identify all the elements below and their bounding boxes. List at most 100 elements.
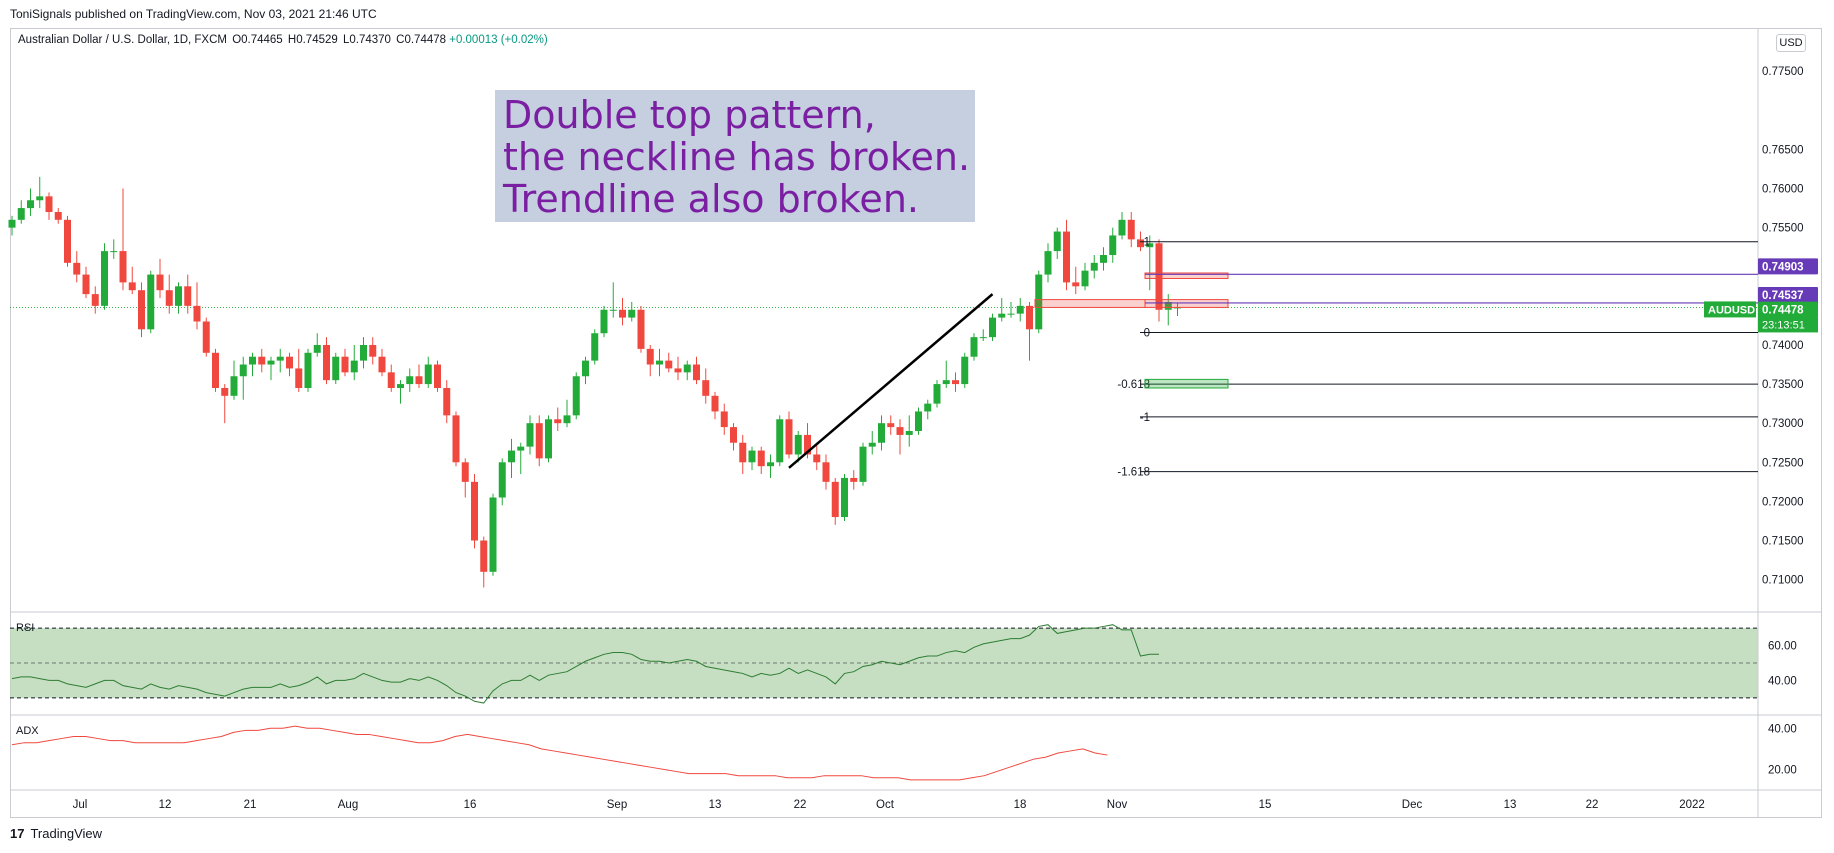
candle-body [831,481,839,518]
candle-body [471,481,478,541]
candle-body [452,415,460,463]
candle-body [572,376,580,416]
candle-body [360,344,367,361]
candle-body [794,434,802,455]
time-tick-label: 12 [159,799,172,811]
candle-body [942,380,950,385]
candle-body [295,368,303,388]
candle-body [1044,251,1052,275]
candle-body [989,317,996,338]
candle-body [887,423,895,428]
candle-body [387,372,395,388]
fib-level-label: 1 [1144,237,1150,249]
candle-body [415,376,423,385]
candle-body [369,344,377,357]
candle-body [868,442,876,447]
tradingview-logo-icon: 17 [10,826,25,841]
candle-body [27,200,34,209]
candle-body [1100,255,1107,263]
candle-body [850,477,858,482]
candle-body [545,419,552,459]
candle-body [665,360,673,369]
price-tick-label: 0.72000 [1762,496,1804,508]
candle-body [286,356,293,369]
price-tick-label: 0.73500 [1762,379,1804,391]
candle-body [64,219,71,263]
candle-body [785,419,793,455]
candle-body [739,442,747,463]
candle-body [193,305,201,322]
annotation-line-3: Trendline also broken. [503,177,919,221]
candle-body [221,387,229,396]
time-tick-label: 16 [464,799,477,811]
footer: 17 TradingView [10,826,102,841]
candle-body [656,360,663,365]
legend-high: H0.74529 [287,34,338,46]
adx-tick-label: 40.00 [1768,723,1797,735]
candle-body [110,251,118,253]
legend-change: +0.00013 (+0.02%) [449,34,548,46]
candle-body [1035,274,1043,330]
time-tick-label: 13 [1504,799,1517,811]
candle-body [683,364,691,373]
annotation-box[interactable]: Double top pattern, the neckline has bro… [495,90,975,222]
price-label-bg [1758,258,1818,275]
time-tick-label: Dec [1402,799,1423,811]
candle-body [961,356,969,385]
candle-body [239,364,247,377]
candle-body [535,423,543,459]
candle-body [896,427,904,435]
candle-body [341,356,349,373]
candle-body [1164,301,1172,310]
candle-body [184,286,192,306]
candle-body [267,360,275,365]
time-tick-label: 18 [1014,799,1027,811]
legend-symbol: Australian Dollar / U.S. Dollar, 1D, FXC… [18,34,227,46]
symbol-tag-bg [1704,301,1756,318]
candle-body [748,450,756,463]
candle-body [212,352,219,388]
candle-body [332,356,340,381]
currency-button[interactable]: USD [1776,34,1806,52]
price-label: 0.74537 [1762,290,1804,302]
candle-body [933,384,941,404]
time-tick-label: Aug [338,799,358,811]
time-tick-label: 13 [709,799,722,811]
price-tick-label: 0.73000 [1762,418,1804,430]
candle-body [628,309,636,318]
time-tick-label: 21 [244,799,257,811]
candle-body [406,376,414,385]
annotation-line-2: the neckline has broken. [503,135,971,179]
candle-body [1016,305,1024,314]
candle-body [461,462,469,482]
fib-level-label: 0 [1144,327,1150,339]
candle-body [1174,307,1181,309]
candle-body [776,419,784,463]
legend-open: O0.74465 [232,34,283,46]
candle-body [822,462,830,482]
candle-body [600,309,608,334]
candle-body [711,395,719,412]
trendline [788,293,994,469]
legend-low: L0.74370 [342,34,391,46]
price-zone [1144,378,1229,389]
time-tick-label: 15 [1259,799,1272,811]
candle-body [637,309,645,349]
countdown-bg [1758,317,1818,333]
candle-body [609,309,617,311]
candle-body [119,251,127,283]
candle-body [841,477,848,518]
candle-body [563,415,571,424]
candle-body [757,450,765,467]
candle-body [619,309,626,318]
footer-brand[interactable]: TradingView [30,826,103,841]
candle-body [813,454,821,463]
candle-body [905,431,913,435]
candle-body [1053,231,1061,252]
candle-body [646,348,654,365]
candle-body [1072,282,1080,287]
price-tick-label: 0.71000 [1762,575,1804,587]
publisher-line: ToniSignals published on TradingView.com… [10,7,377,21]
candle-body [128,282,136,291]
